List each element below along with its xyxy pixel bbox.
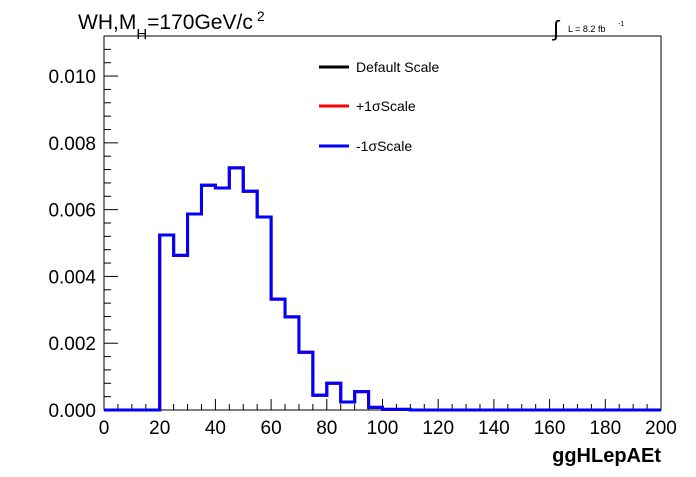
x-tick-label: 0 bbox=[99, 418, 110, 439]
x-tick-label: 40 bbox=[205, 418, 226, 439]
x-axis: 0 20 40 60 80 100 120 140 160 180 200 bbox=[99, 399, 677, 439]
series-layer bbox=[104, 166, 661, 412]
histogram-bin bbox=[215, 188, 229, 410]
x-tick-label: 180 bbox=[589, 418, 621, 439]
y-tick-label: 0.008 bbox=[48, 134, 96, 155]
x-axis-label: ggHLepAEt bbox=[552, 445, 661, 467]
x-tick-label: 140 bbox=[478, 418, 510, 439]
y-axis: 0.000 0.002 0.004 0.006 0.008 0.010 bbox=[48, 35, 118, 422]
x-tick-label: 80 bbox=[316, 418, 337, 439]
histogram-bin bbox=[160, 235, 174, 410]
histogram-line bbox=[104, 166, 661, 412]
histogram-bin bbox=[313, 395, 327, 410]
y-tick-label: 0.004 bbox=[48, 267, 96, 288]
y-tick-label: 0.002 bbox=[48, 334, 96, 355]
luminosity-superscript: -1 bbox=[618, 21, 624, 28]
legend-label-plus1sigma: +1σScale bbox=[356, 98, 416, 114]
histogram-bin bbox=[383, 409, 397, 410]
histogram-bin bbox=[341, 402, 355, 410]
histogram-bin bbox=[299, 352, 313, 410]
chart-title-subscript: H bbox=[136, 26, 147, 43]
histogram-bin bbox=[229, 168, 243, 410]
histogram-bin bbox=[327, 383, 341, 410]
histogram-bin bbox=[271, 299, 285, 410]
x-tick-label: 120 bbox=[422, 418, 454, 439]
integral-symbol: ∫ bbox=[551, 16, 561, 41]
chart-title-value: =170GeV/c bbox=[147, 11, 253, 34]
chart-title-main: WH,M bbox=[78, 11, 136, 34]
histogram-bin bbox=[201, 185, 215, 410]
histogram-bin bbox=[243, 191, 257, 410]
y-tick-label: 0.000 bbox=[48, 401, 96, 422]
y-tick-label: 0.010 bbox=[48, 67, 96, 88]
x-tick-label: 60 bbox=[261, 418, 282, 439]
histogram-bin bbox=[174, 255, 188, 410]
luminosity-text: L = 8.2 fb bbox=[568, 24, 605, 34]
chart-title: WH,MH=170GeV/c 2 bbox=[78, 8, 265, 43]
histogram-bin bbox=[188, 214, 202, 410]
legend-label-minus1sigma: -1σScale bbox=[356, 138, 412, 154]
series-2 bbox=[104, 166, 661, 412]
luminosity-label: ∫ L = 8.2 fb -1 bbox=[551, 16, 624, 41]
legend: Default Scale +1σScale -1σScale bbox=[319, 59, 439, 154]
chart-title-superscript: 2 bbox=[257, 8, 265, 24]
histogram-bin bbox=[257, 217, 271, 410]
x-tick-label: 20 bbox=[149, 418, 170, 439]
y-tick-label: 0.006 bbox=[48, 201, 96, 222]
x-tick-label: 100 bbox=[367, 418, 399, 439]
histogram-bin bbox=[396, 409, 410, 410]
legend-label-default: Default Scale bbox=[356, 59, 439, 75]
histogram-bin bbox=[285, 317, 299, 410]
histogram-bin bbox=[369, 407, 383, 410]
x-tick-label: 200 bbox=[645, 418, 677, 439]
histogram-bin bbox=[355, 392, 369, 410]
x-tick-label: 160 bbox=[534, 418, 566, 439]
